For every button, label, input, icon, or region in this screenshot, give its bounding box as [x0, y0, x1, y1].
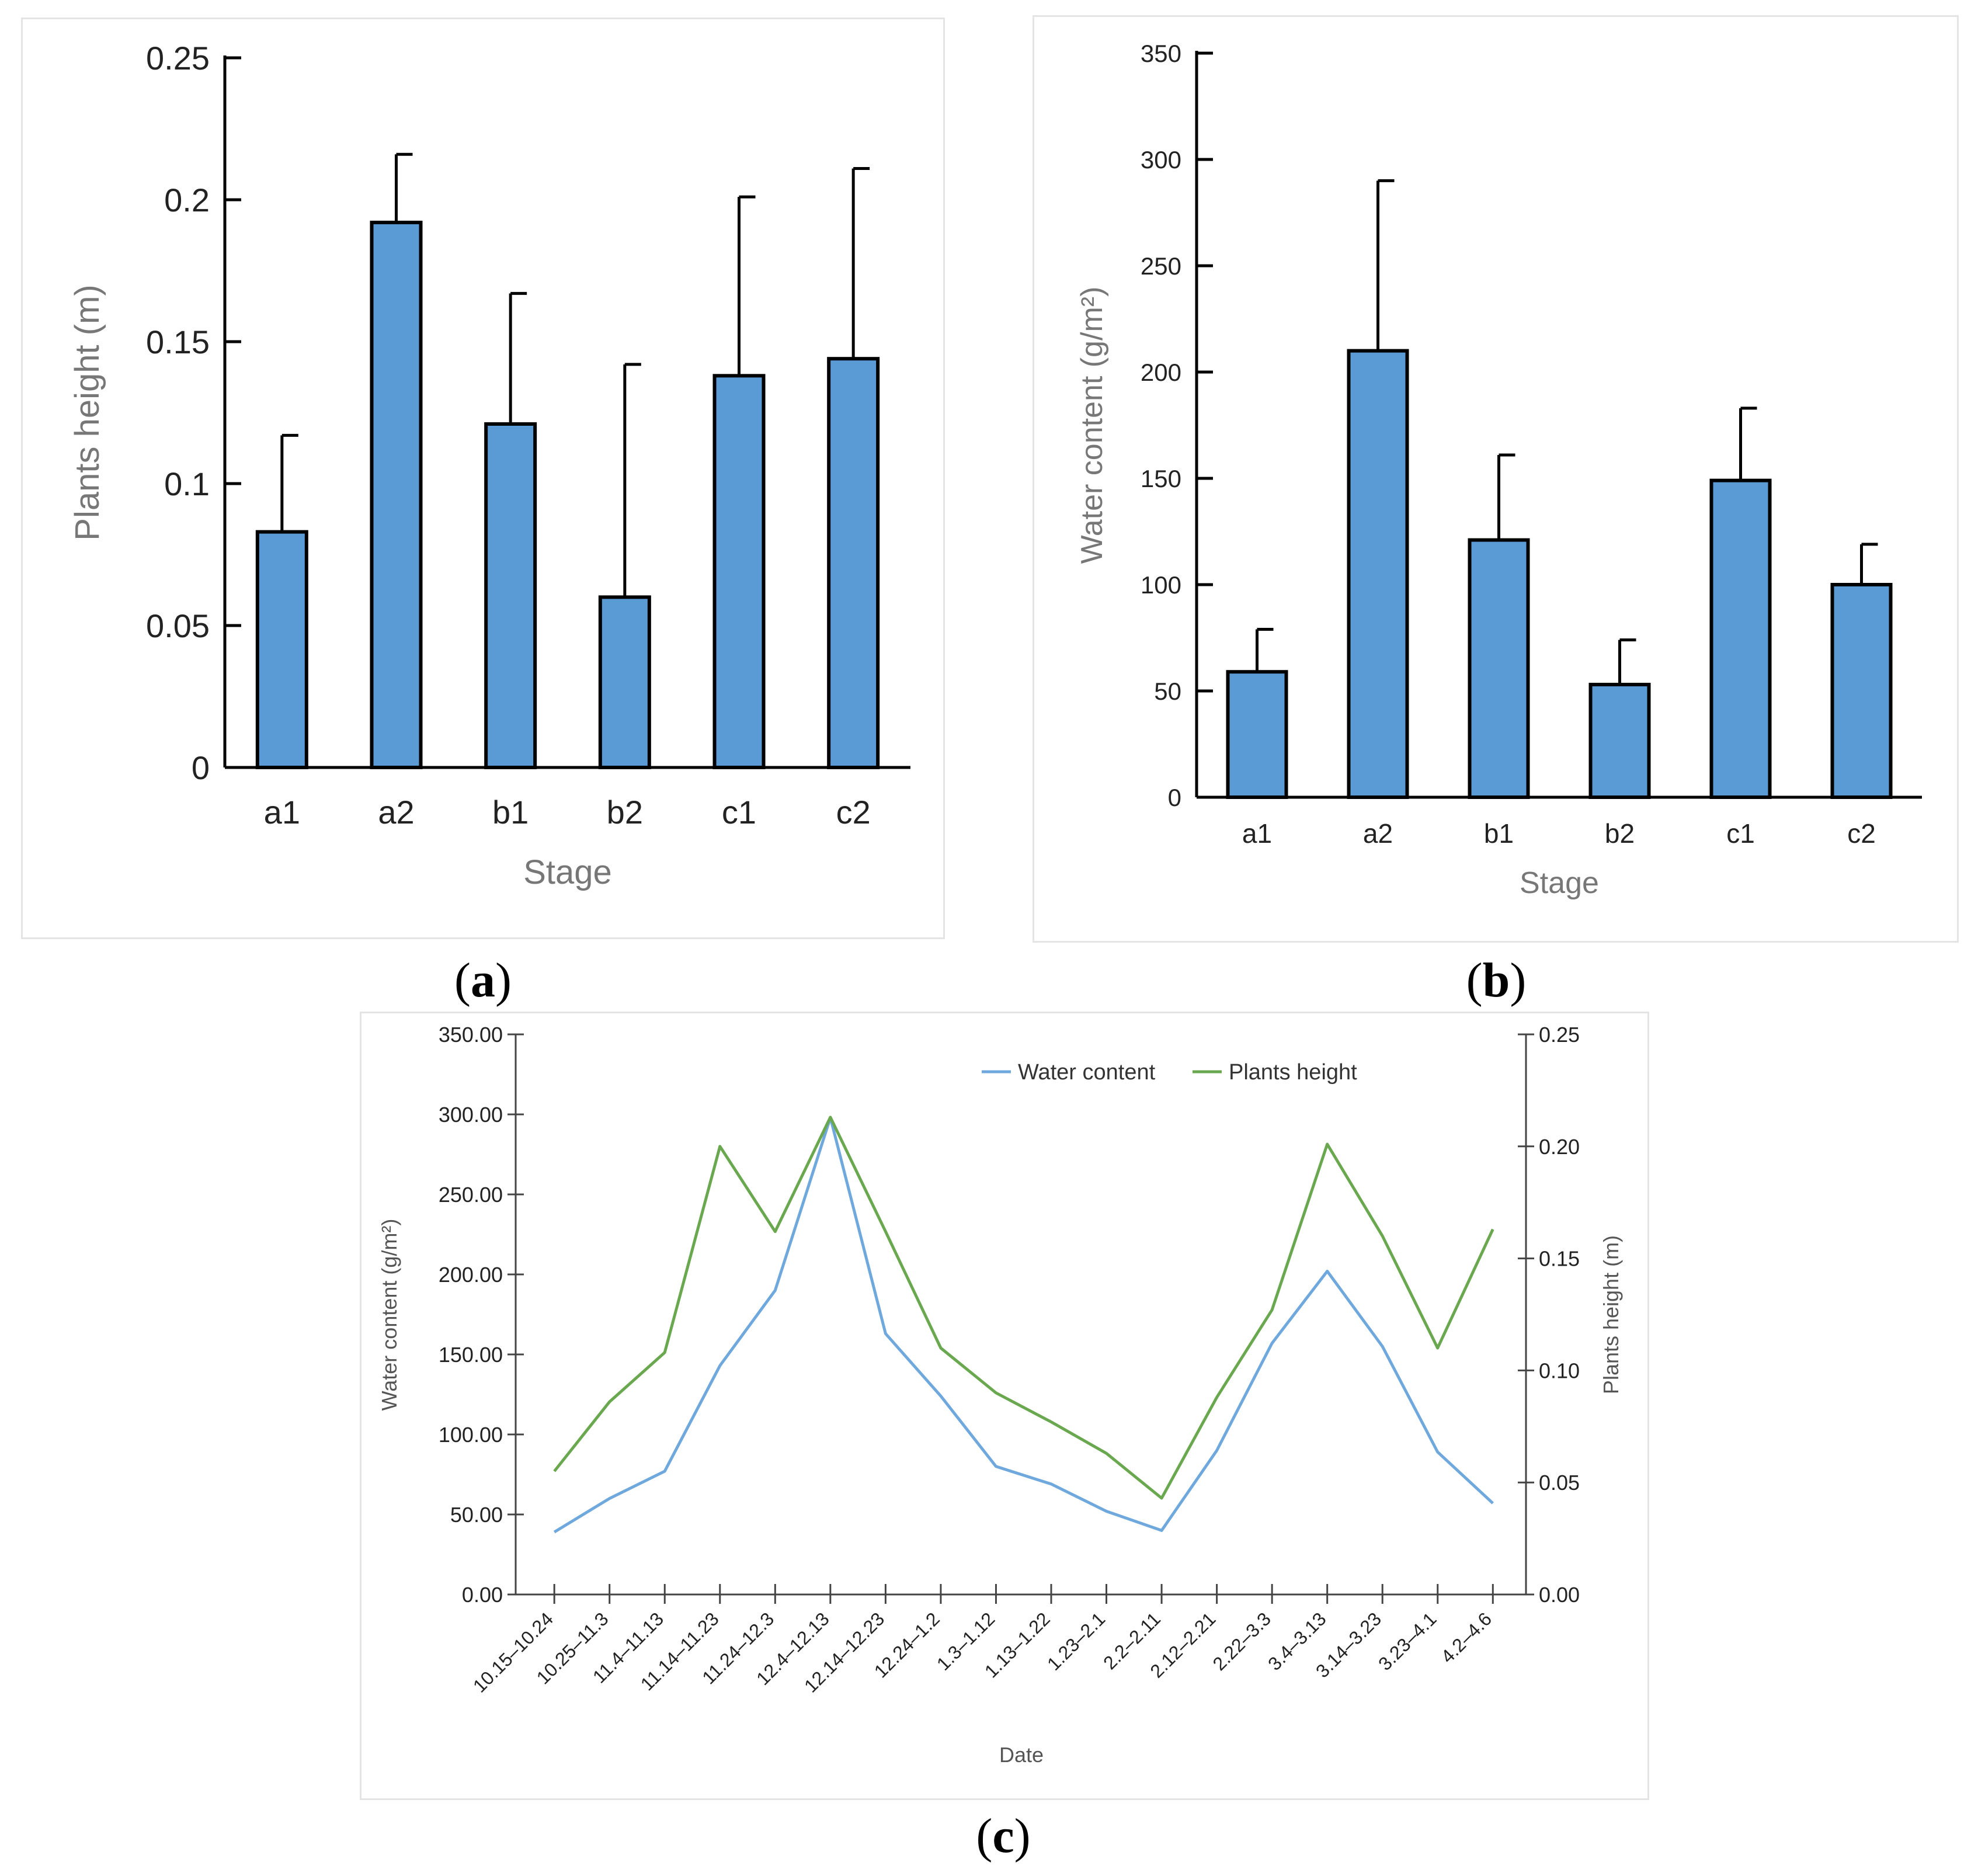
x-tick-label: a1 [1242, 818, 1272, 849]
bar-c1 [712, 374, 766, 769]
right-y-axis-title: Plants height (m) [1599, 1235, 1623, 1394]
x-tick-label: c1 [722, 794, 756, 831]
x-tick-label: a1 [264, 794, 300, 831]
x-tick-label: a2 [378, 794, 414, 831]
left-y-tick-label: 100.00 [439, 1423, 503, 1447]
x-tick-label: a2 [1363, 818, 1393, 849]
left-y-tick-label: 350.00 [439, 1023, 503, 1047]
y-tick-label: 0.1 [164, 465, 210, 502]
x-tick-label: b2 [1605, 818, 1635, 849]
bar-b1 [1468, 538, 1530, 799]
x-tick-label: b1 [492, 794, 529, 831]
bar-b2 [1588, 683, 1651, 799]
water-content-bar-chart: 0 50 100 150 200 250 300 350 a1 a2 b1 b2 c1 c2 Stage Wa… [1075, 40, 1922, 900]
chart-panel-c: 0.00 50.00 100.00 150.00 200.00 250.00 300.00 3… [360, 1012, 1649, 1800]
bar-a1 [255, 530, 308, 769]
y-tick-label: 350 [1141, 40, 1181, 67]
y-tick-label: 0.15 [146, 324, 210, 360]
y-tick-label: 100 [1141, 571, 1181, 599]
right-y-tick-label: 0.10 [1539, 1359, 1580, 1382]
x-tick-label: 3.23–4.1 [1374, 1608, 1441, 1674]
x-axis-title: Stage [1520, 866, 1599, 900]
y-tick-label: 150 [1141, 465, 1181, 492]
y-tick-label: 50 [1154, 678, 1181, 705]
y-tick-label: 200 [1141, 359, 1181, 386]
y-tick-label: 0 [192, 749, 210, 786]
bar-b1 [484, 422, 537, 769]
left-y-tick-label: 200.00 [439, 1263, 503, 1287]
plants-height-bar-chart: 0 0.05 0.1 0.15 0.2 0.25 a1 a2 b1 b2 c1 c2 Stage Plan… [68, 40, 910, 891]
dual-axis-line-chart: 0.00 50.00 100.00 150.00 200.00 250.00 300.00 3… [377, 1023, 1623, 1767]
x-axis-title: Date [999, 1743, 1044, 1767]
x-tick-label: 4.2–4.6 [1437, 1608, 1496, 1667]
left-y-axis-title: Water content (g/m²) [377, 1219, 401, 1411]
x-tick-label: c2 [1847, 818, 1876, 849]
x-tick-label: 2.22–3.3 [1209, 1608, 1275, 1674]
legend-label: Plants height [1229, 1060, 1357, 1085]
caption-b: (b) [1466, 953, 1527, 1008]
series-line-plants-height [553, 1116, 1494, 1500]
left-y-tick-label: 50.00 [450, 1503, 503, 1527]
x-tick-label: b1 [1484, 818, 1514, 849]
right-y-tick-label: 0.20 [1539, 1135, 1580, 1159]
caption-c: (c) [976, 1809, 1031, 1863]
y-tick-label: 0.25 [146, 40, 210, 77]
bar-a2 [370, 220, 423, 769]
x-tick-label: c1 [1726, 818, 1755, 849]
y-tick-label: 300 [1141, 146, 1181, 173]
y-tick-label: 0.05 [146, 607, 210, 644]
right-y-tick-label: 0.05 [1539, 1471, 1580, 1495]
caption-a: (a) [454, 953, 512, 1008]
right-y-tick-label: 0.25 [1539, 1023, 1580, 1047]
bar-a1 [1226, 670, 1288, 799]
left-y-tick-label: 150.00 [439, 1343, 503, 1367]
left-y-tick-label: 250.00 [439, 1183, 503, 1207]
chart-panel-a: 0 0.05 0.1 0.15 0.2 0.25 a1 a2 b1 b2 c1 c2 Stage Plan… [21, 18, 945, 939]
chart-panel-b: 0 50 100 150 200 250 300 350 a1 a2 b1 b2 c1 c2 Stage Wa… [1033, 15, 1959, 943]
y-axis-title: Plants height (m) [68, 284, 106, 540]
bar-c1 [1709, 478, 1772, 799]
left-y-tick-label: 300.00 [439, 1103, 503, 1127]
bar-a2 [1347, 349, 1409, 799]
x-axis-title: Stage [523, 853, 612, 891]
y-tick-label: 0.2 [164, 182, 210, 218]
bar-c2 [1830, 583, 1893, 799]
x-tick-label: c2 [836, 794, 871, 831]
series-line-water-content [553, 1116, 1494, 1534]
legend-label: Water content [1018, 1060, 1156, 1085]
right-y-tick-label: 0.00 [1539, 1583, 1580, 1607]
y-tick-label: 0 [1168, 784, 1181, 811]
x-tick-label: b2 [607, 794, 643, 831]
right-y-tick-label: 0.15 [1539, 1247, 1580, 1271]
bar-c2 [827, 357, 880, 769]
y-tick-label: 250 [1141, 252, 1181, 280]
bar-b2 [598, 595, 651, 770]
y-axis-title: Water content (g/m²) [1075, 287, 1109, 564]
x-tick-label: 1.23–2.1 [1043, 1608, 1110, 1674]
left-y-tick-label: 0.00 [462, 1583, 503, 1607]
